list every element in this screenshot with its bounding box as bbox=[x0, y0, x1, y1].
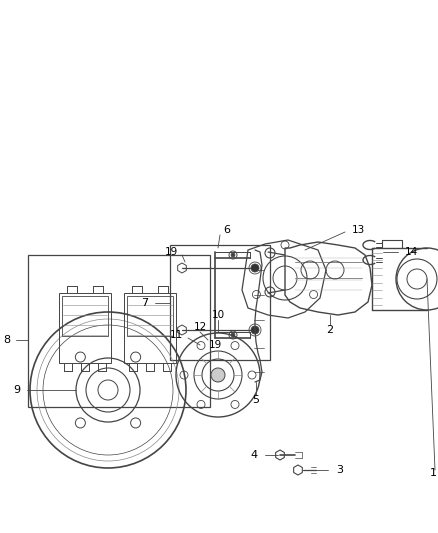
Text: 9: 9 bbox=[13, 385, 20, 395]
Text: 13: 13 bbox=[352, 225, 365, 235]
Text: 1: 1 bbox=[430, 468, 437, 478]
Text: 10: 10 bbox=[212, 310, 225, 320]
Circle shape bbox=[211, 368, 225, 382]
Bar bbox=[28, 255, 210, 407]
Text: 2: 2 bbox=[326, 325, 334, 335]
Text: 7: 7 bbox=[141, 298, 148, 308]
Bar bbox=[170, 245, 270, 360]
Text: 4: 4 bbox=[251, 450, 258, 460]
Text: 19: 19 bbox=[165, 247, 178, 257]
Circle shape bbox=[251, 264, 259, 272]
Text: 3: 3 bbox=[336, 465, 343, 475]
Text: 11: 11 bbox=[170, 330, 183, 340]
Text: 8: 8 bbox=[3, 335, 10, 345]
Circle shape bbox=[251, 326, 259, 334]
Text: 19: 19 bbox=[208, 340, 222, 350]
Text: 5: 5 bbox=[252, 395, 259, 405]
Text: 12: 12 bbox=[193, 322, 207, 332]
Text: 14: 14 bbox=[405, 247, 418, 257]
Circle shape bbox=[231, 253, 235, 257]
Circle shape bbox=[231, 333, 235, 337]
Text: 6: 6 bbox=[223, 225, 230, 235]
